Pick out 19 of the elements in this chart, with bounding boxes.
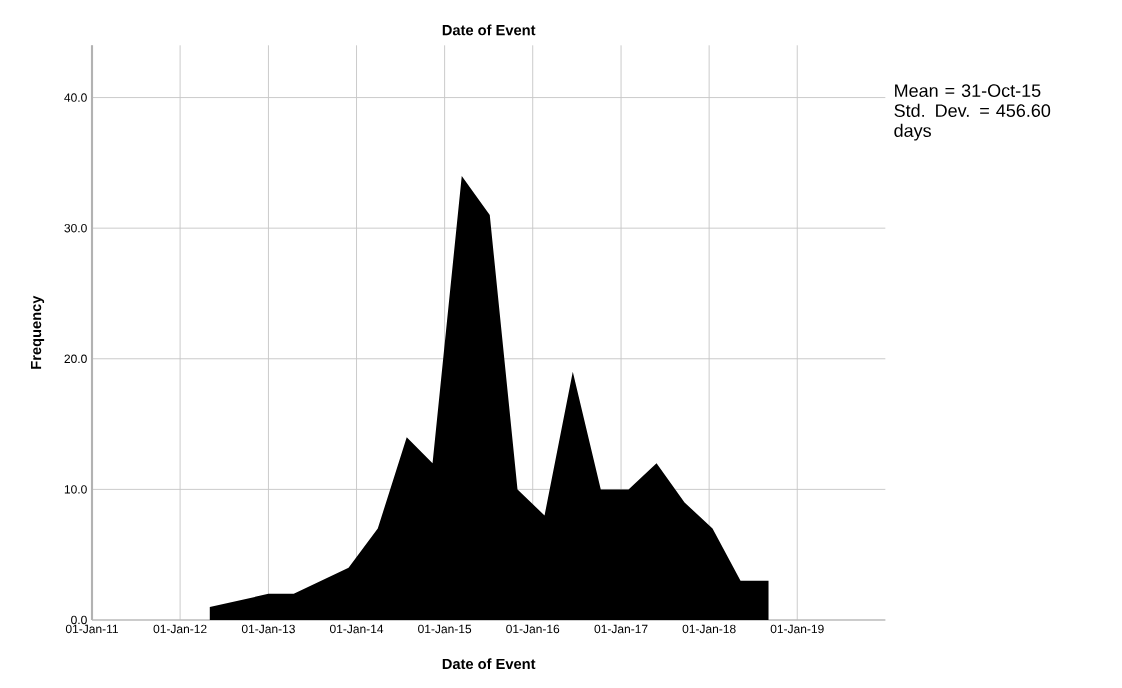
x-tick-label: 01-Jan-19 [770, 624, 824, 634]
x-tick-label: 01-Jan-17 [594, 624, 648, 634]
x-tick-label: 01-Jan-12 [153, 624, 207, 634]
chart-title: Date of Event [442, 24, 536, 36]
x-tick-label: 01-Jan-16 [506, 624, 560, 634]
y-tick-label: 0.0 [71, 615, 87, 625]
y-axis-title: Frequency [31, 295, 45, 369]
text: Mean = 31-Oct-15 [895, 84, 1041, 97]
x-tick-label: 01-Jan-14 [329, 624, 384, 634]
y-tick-label: 10.0 [64, 485, 87, 494]
y-tick-label: 20.0 [64, 354, 87, 364]
x-axis-title: Date of Event [442, 658, 536, 670]
text: Std. Dev. = 456.60 days [894, 103, 1051, 141]
x-tick-label: 01-Jan-18 [682, 624, 736, 634]
x-tick-label: 01-Jan-11 [65, 624, 118, 634]
y-tick-label: 30.0 [64, 223, 87, 233]
y-tick-label: 40.0 [64, 93, 87, 102]
x-tick-label: 01-Jan-15 [418, 624, 472, 634]
x-tick-label: 01-Jan-13 [241, 624, 295, 634]
